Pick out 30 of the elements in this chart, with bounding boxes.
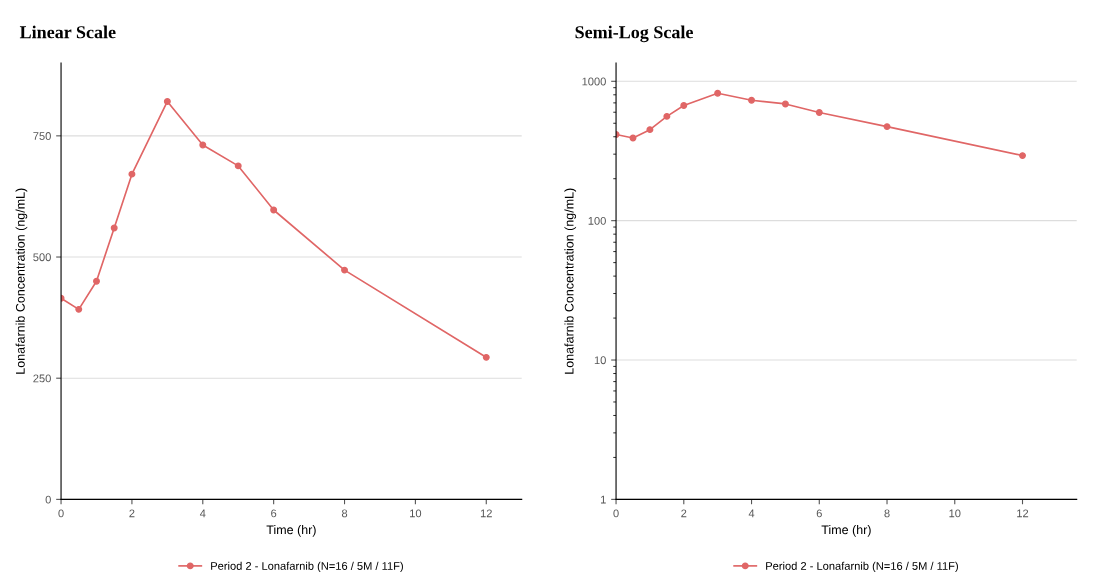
x-tick-label: 2 — [681, 509, 687, 518]
x-tick-label: 2 — [129, 509, 135, 518]
y-tick-label: 100 — [588, 216, 606, 225]
y-tick-label: 1000 — [582, 77, 606, 86]
legend-label: Period 2 - Lonafarnib (N=16 / 5M / 11F) — [766, 561, 958, 573]
chart-title: Semi-Log Scale — [575, 25, 693, 43]
x-tick-label: 12 — [480, 509, 492, 518]
x-tick-label: 6 — [816, 509, 822, 518]
y-tick-label: 500 — [33, 253, 51, 262]
y-tick-label: 0 — [45, 495, 51, 504]
y-tick-label: 750 — [33, 132, 51, 140]
x-axis-title: Time (hr) — [821, 525, 871, 537]
x-tick-label: 8 — [341, 509, 348, 518]
x-tick-label: 12 — [1017, 509, 1029, 518]
y-axis-title: Lonafarnib Concentration (ng/mL) — [15, 188, 28, 374]
y-tick-label: 250 — [33, 374, 51, 383]
x-tick-label: 4 — [748, 509, 755, 518]
x-tick-label: 10 — [949, 509, 961, 518]
x-tick-label: 10 — [410, 509, 422, 518]
x-tick-label: 8 — [884, 509, 890, 518]
chart-title: Linear Scale — [19, 25, 116, 39]
x-tick-label: 0 — [58, 509, 64, 518]
y-tick-label: 10 — [594, 356, 606, 365]
legend-label: Period 2 - Lonafarnib (N=16 / 5M / 11F) — [211, 561, 403, 573]
y-tick-label: 1 — [601, 495, 606, 504]
x-axis-title: Time (hr) — [266, 525, 316, 537]
x-tick-label: 6 — [271, 509, 277, 518]
x-tick-label: 0 — [613, 509, 619, 518]
y-axis-title: Lonafarnib Concentration (ng/mL) — [564, 188, 577, 374]
x-tick-label: 4 — [199, 509, 206, 518]
